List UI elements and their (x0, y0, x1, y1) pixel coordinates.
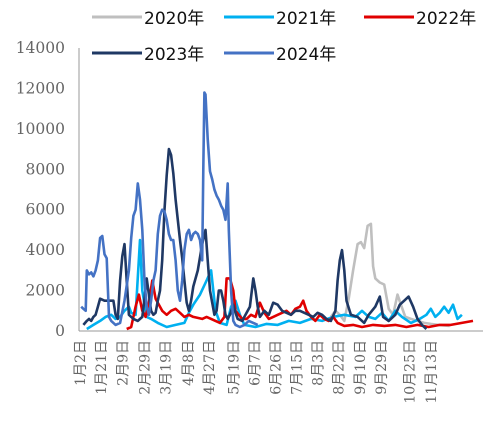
x-tick-label: 9月29日 (374, 340, 390, 395)
x-tick-label: 1月2日 (73, 340, 89, 386)
series-line (126, 277, 474, 331)
x-axis: 1月2日 1月21日 2月9日 2月29日 3月19日 4月8日 4月27日 5月19日 6月7… (73, 330, 483, 404)
y-tick-label: 12000 (16, 79, 65, 97)
y-tick-label: 6000 (26, 201, 65, 219)
y-tick-label: 4000 (26, 241, 65, 259)
x-tick-label: 4月8日 (181, 340, 197, 386)
series-line (80, 91, 259, 329)
x-tick-label: 1月21日 (94, 340, 110, 395)
x-tick-label: 3月19日 (159, 340, 175, 395)
x-tick-labels: 1月2日 1月21日 2月9日 2月29日 3月19日 4月8日 4月27日 5月19日 6月7… (73, 340, 440, 404)
x-tick-label: 6月26日 (268, 340, 284, 395)
y-tick-label: 14000 (16, 39, 65, 57)
series-line (82, 147, 428, 330)
x-tick-label: 5月19日 (226, 340, 242, 395)
legend-label: 2021年 (276, 9, 336, 29)
x-tick-label: 8月3日 (311, 340, 327, 386)
y-tick-label: 8000 (26, 160, 65, 178)
x-tick-label: 6月7日 (247, 340, 263, 386)
legend-label: 2020年 (144, 9, 204, 29)
x-tick-label: 2月29日 (137, 340, 153, 395)
y-tick-labels: 0 2000 4000 6000 8000 10000 12000 14000 (16, 39, 65, 340)
y-axis: 0 2000 4000 6000 8000 10000 12000 14000 (16, 39, 80, 340)
x-tick-label: 4月27日 (202, 340, 218, 395)
x-tick-label: 2月9日 (115, 340, 131, 386)
legend-label: 2022年 (416, 9, 476, 29)
y-tick-label: 10000 (16, 120, 65, 138)
legend-label: 2023年 (144, 45, 204, 65)
x-tick-label: 8月22日 (332, 340, 348, 395)
x-tick-label: 7月15日 (290, 340, 306, 395)
series-lines (80, 91, 474, 331)
y-tick-label: 2000 (26, 282, 65, 300)
y-tick-label: 0 (55, 322, 65, 340)
x-tick-label: 9月10日 (353, 340, 369, 395)
x-tick-label: 11月13日 (424, 340, 440, 404)
legend: 2020年 2021年 2022年 2023年 2024年 (92, 9, 476, 65)
x-tick-label: 10月25日 (403, 340, 419, 404)
legend-label: 2024年 (276, 45, 336, 65)
